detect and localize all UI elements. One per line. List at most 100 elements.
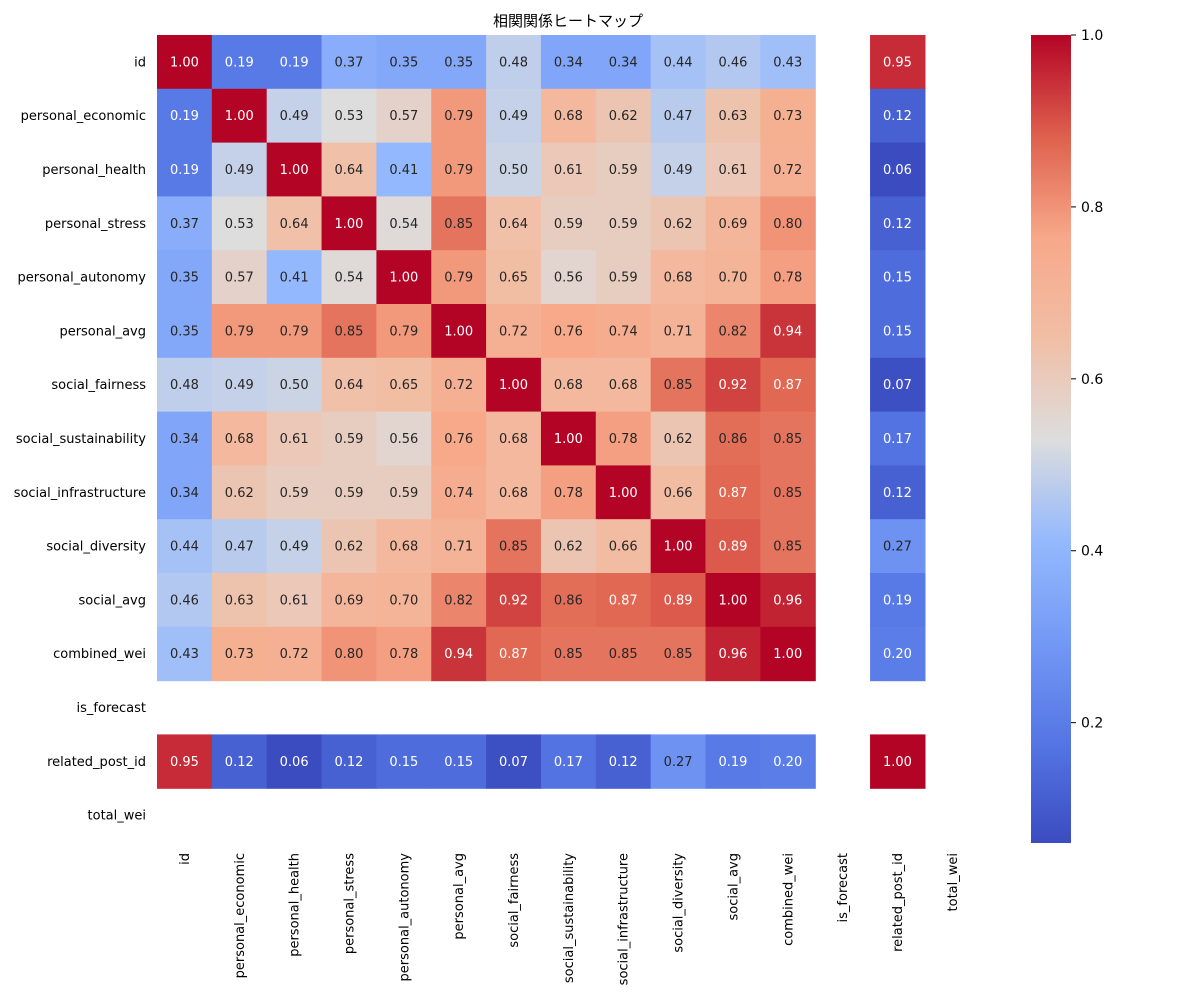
cell-value-label: 0.61	[554, 163, 583, 178]
x-tick-label: related_post_id	[891, 853, 906, 952]
heatmap-cell	[870, 519, 926, 574]
cell-value-label: 0.68	[499, 486, 528, 501]
heatmap-cell	[760, 519, 816, 574]
chart-title: 相関関係ヒートマップ	[493, 12, 643, 30]
cell-value-label: 0.20	[883, 647, 912, 662]
cell-value-label: 0.46	[718, 55, 747, 70]
heatmap-cell	[540, 734, 597, 789]
heatmap-cell	[486, 519, 542, 574]
heatmap-cell	[211, 465, 268, 520]
cell-value-label: 0.79	[389, 324, 418, 339]
cell-value-label: 0.59	[335, 486, 364, 501]
heatmap-cell	[211, 573, 268, 628]
heatmap-cell	[266, 357, 323, 413]
cell-value-label: 0.49	[225, 378, 254, 393]
cell-value-label: 0.19	[170, 109, 199, 124]
heatmap-cell	[431, 411, 487, 466]
heatmap-cell	[486, 734, 542, 789]
cell-value-label: 0.79	[444, 271, 473, 286]
heatmap-cell	[595, 519, 652, 574]
x-tick-label: social_infrastructure	[617, 853, 632, 985]
heatmap-cell	[595, 35, 652, 90]
heatmap-cell	[595, 142, 652, 197]
heatmap-cell	[650, 734, 707, 789]
cell-value-label: 1.00	[773, 647, 802, 662]
heatmap-cell	[266, 573, 323, 628]
cell-value-label: 0.74	[609, 324, 638, 339]
heatmap-cell	[376, 465, 432, 520]
cell-value-label: 0.71	[664, 324, 693, 339]
heatmap-cell	[760, 465, 816, 520]
cell-value-label: 0.85	[554, 647, 583, 662]
heatmap-cell	[157, 196, 213, 251]
cell-value-label: 0.85	[335, 324, 364, 339]
x-tick-label: combined_wei	[781, 853, 796, 946]
cell-value-label: 1.00	[554, 432, 583, 447]
y-tick-label: personal_avg	[59, 324, 146, 339]
heatmap-cell	[266, 142, 323, 197]
cell-value-label: 0.19	[280, 55, 309, 70]
cell-value-label: 0.92	[499, 593, 528, 608]
cell-value-label: 0.63	[718, 109, 747, 124]
cell-value-label: 0.73	[225, 647, 254, 662]
heatmap-cell	[870, 626, 926, 682]
cell-value-label: 0.94	[444, 647, 473, 662]
x-tick-label: social_sustainability	[562, 853, 577, 983]
heatmap-cell	[321, 142, 377, 197]
cell-value-label: 0.86	[554, 593, 583, 608]
cell-value-label: 1.00	[444, 324, 473, 339]
cell-value-label: 0.15	[389, 755, 418, 770]
x-tick-label: personal_economic	[233, 853, 248, 978]
heatmap-cell	[760, 626, 816, 682]
heatmap-cell	[705, 411, 761, 466]
cell-value-label: 0.82	[444, 593, 473, 608]
cell-value-label: 0.69	[335, 593, 364, 608]
cell-value-label: 0.37	[335, 55, 364, 70]
heatmap-cell	[266, 465, 323, 520]
heatmap-cell	[321, 250, 377, 305]
heatmap-cell	[650, 357, 707, 413]
heatmap-cell	[211, 734, 268, 789]
heatmap-cell	[157, 142, 213, 197]
y-tick-label: is_forecast	[77, 701, 146, 716]
colorbar-tick-label: 0.8	[1081, 200, 1103, 216]
cell-value-label: 1.00	[389, 271, 418, 286]
heatmap-cell	[540, 519, 597, 574]
y-tick-label: combined_wei	[53, 647, 146, 662]
heatmap-cell	[376, 142, 432, 197]
heatmap-cell	[486, 196, 542, 251]
cell-value-label: 0.78	[609, 432, 638, 447]
x-tick-label: personal_stress	[342, 853, 357, 954]
cell-value-label: 0.62	[609, 109, 638, 124]
cell-value-label: 0.57	[389, 109, 418, 124]
colorbar-tick-label: 1.0	[1081, 28, 1103, 44]
heatmap-cell	[540, 142, 597, 197]
cell-value-label: 0.85	[773, 540, 802, 555]
cell-value-label: 0.07	[499, 755, 528, 770]
cell-value-label: 0.19	[883, 593, 912, 608]
heatmap-cell	[540, 626, 597, 682]
cell-value-label: 0.76	[554, 324, 583, 339]
heatmap-cell	[486, 88, 542, 144]
heatmap-cell	[760, 411, 816, 466]
heatmap-cell	[595, 304, 652, 359]
cell-value-label: 1.00	[609, 486, 638, 501]
heatmap-cell	[870, 734, 926, 789]
heatmap-cell	[705, 304, 761, 359]
heatmap-cell	[266, 250, 323, 305]
cell-value-label: 0.35	[170, 324, 199, 339]
colorbar-tick-label: 0.4	[1081, 544, 1103, 560]
heatmap-cell	[431, 519, 487, 574]
heatmap-cell	[157, 304, 213, 359]
cell-value-label: 0.87	[773, 378, 802, 393]
heatmap-cell	[157, 357, 213, 413]
cell-value-label: 0.70	[389, 593, 418, 608]
heatmap-cell	[157, 88, 213, 144]
cell-value-label: 0.68	[609, 378, 638, 393]
heatmap-cell	[705, 196, 761, 251]
x-tick-label: personal_avg	[452, 853, 467, 940]
cell-value-label: 0.78	[773, 271, 802, 286]
heatmap-cell	[211, 411, 268, 466]
heatmap-cell	[760, 357, 816, 413]
cell-value-label: 0.34	[609, 55, 638, 70]
